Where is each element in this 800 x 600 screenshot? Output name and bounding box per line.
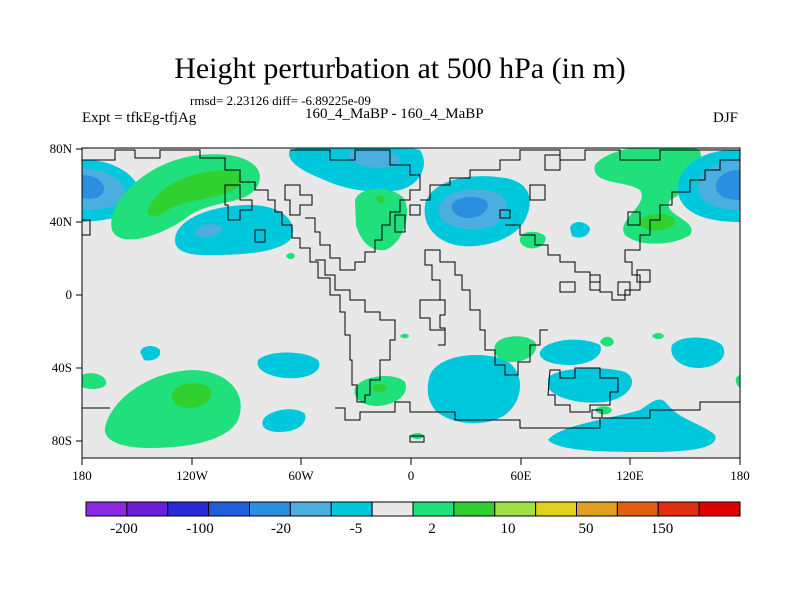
colorbar-swatch xyxy=(126,501,169,517)
lon-tick-label: 60E xyxy=(511,468,532,483)
longitude-axis xyxy=(81,458,741,465)
anomaly-blob xyxy=(716,170,740,200)
anomaly-blob xyxy=(82,373,107,389)
colorbar-label: 150 xyxy=(651,521,674,537)
anomaly-blob xyxy=(82,175,105,199)
colorbar-swatch xyxy=(208,501,251,517)
anomaly-blob xyxy=(348,150,400,168)
experiment-label: Expt = tfkEg-tfjAg xyxy=(82,110,197,126)
anomaly-blob xyxy=(494,336,537,362)
colorbar-swatch xyxy=(289,501,332,517)
rmsd-diff-label: rmsd= 2.23126 diff= -6.89225e-09 xyxy=(190,93,371,108)
anomaly-blob xyxy=(372,384,387,393)
anomaly-blob xyxy=(400,333,409,339)
anomaly-blob xyxy=(548,399,716,452)
colorbar-swatch xyxy=(657,501,700,517)
colorbar-label: 10 xyxy=(501,521,516,537)
anomaly-blob xyxy=(548,368,633,403)
anomaly-blob xyxy=(140,346,161,361)
anomaly-blob xyxy=(194,224,222,238)
anomaly-blob xyxy=(451,197,488,219)
anomaly-blob xyxy=(600,336,614,347)
latitude-axis xyxy=(76,148,82,442)
lat-tick-label: 40N xyxy=(50,214,73,229)
anomaly-blob xyxy=(286,253,295,259)
anomaly-blob xyxy=(257,352,320,379)
plot-title: Height perturbation at 500 hPa (in m) xyxy=(174,52,626,85)
anomaly-blob xyxy=(539,339,601,365)
colorbar-swatch xyxy=(412,501,455,517)
colorbar-swatch xyxy=(371,501,414,517)
season-label: DJF xyxy=(713,110,739,126)
anomaly-blob xyxy=(595,406,612,415)
colorbar-swatch xyxy=(535,501,578,517)
lon-tick-label: 60W xyxy=(288,468,314,483)
lon-tick-label: 180 xyxy=(730,468,750,483)
anomaly-blob xyxy=(570,222,590,238)
lat-tick-label: 80S xyxy=(52,433,72,448)
lon-tick-label: 120W xyxy=(176,468,209,483)
colorbar-swatch xyxy=(494,501,537,517)
colorbar-swatch xyxy=(453,501,496,517)
colorbar-swatch xyxy=(616,501,659,517)
lat-tick-label: 0 xyxy=(66,287,73,302)
colorbar-label: -5 xyxy=(350,521,363,537)
anomaly-blob xyxy=(519,231,546,249)
colorbar-swatch xyxy=(698,501,741,517)
anomaly-blob xyxy=(427,355,520,424)
lon-tick-label: 180 xyxy=(72,468,92,483)
colorbar-swatch xyxy=(167,501,210,517)
anomaly-blob xyxy=(639,214,676,231)
anomaly-blob xyxy=(147,170,242,216)
map-plot-area xyxy=(82,148,740,458)
anomaly-contours xyxy=(82,148,740,452)
colorbar-label: -20 xyxy=(271,521,291,537)
colorbar-swatch xyxy=(330,501,373,517)
anomaly-blob xyxy=(652,333,664,339)
run-label: 160_4_MaBP - 160_4_MaBP xyxy=(305,106,484,122)
colorbar-label: 2 xyxy=(428,521,436,537)
anomaly-blob xyxy=(671,337,725,368)
colorbar-label: -100 xyxy=(186,521,214,537)
colorbar-swatch xyxy=(249,501,291,517)
colorbar xyxy=(85,501,741,517)
colorbar-label: -200 xyxy=(110,521,138,537)
lat-tick-label: 40S xyxy=(52,360,72,375)
colorbar-label: 50 xyxy=(579,521,594,537)
anomaly-blob xyxy=(171,383,212,408)
colorbar-swatch xyxy=(85,501,128,517)
lat-tick-label: 80N xyxy=(50,141,73,156)
colorbar-swatch xyxy=(576,501,618,517)
anomaly-blob xyxy=(262,409,306,432)
lon-tick-label: 120E xyxy=(616,468,644,483)
anomaly-blob xyxy=(735,375,740,388)
coastlines xyxy=(82,149,740,443)
anomaly-blob xyxy=(376,195,386,204)
anomaly-blob xyxy=(355,188,408,251)
lon-tick-label: 0 xyxy=(408,468,415,483)
